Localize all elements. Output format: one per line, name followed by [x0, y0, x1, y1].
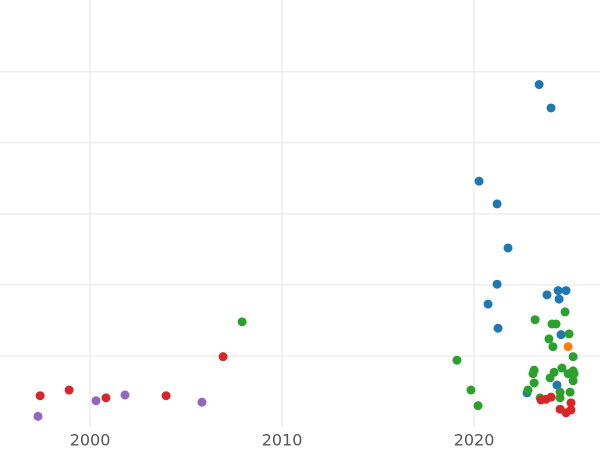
point: [530, 315, 540, 325]
point: [563, 369, 573, 379]
point: [568, 376, 578, 386]
point: [568, 352, 578, 362]
point: [552, 380, 562, 390]
point: [197, 397, 207, 407]
point: [33, 411, 43, 421]
point: [542, 290, 552, 300]
point: [545, 373, 555, 383]
point: [529, 365, 539, 375]
point: [91, 396, 101, 406]
point: [35, 391, 45, 401]
point: [548, 342, 558, 352]
point: [544, 334, 554, 344]
point: [560, 307, 570, 317]
point: [503, 243, 513, 253]
point: [566, 405, 576, 415]
point: [551, 319, 561, 329]
point: [237, 317, 247, 327]
point: [554, 294, 564, 304]
point: [120, 390, 130, 400]
point: [555, 393, 565, 403]
point: [473, 401, 483, 411]
point: [492, 279, 502, 289]
point: [523, 385, 533, 395]
point: [161, 391, 171, 401]
point: [557, 363, 567, 373]
point: [556, 330, 566, 340]
point: [566, 398, 576, 408]
point: [101, 393, 111, 403]
point: [534, 80, 544, 90]
point: [64, 385, 74, 395]
x-tick-label: 2020: [454, 431, 495, 450]
point: [466, 385, 476, 395]
point: [546, 103, 556, 113]
point: [529, 378, 539, 388]
point: [218, 352, 228, 362]
x-tick-label: 2010: [262, 431, 303, 450]
x-tick-label: 2000: [70, 431, 111, 450]
point: [564, 329, 574, 339]
point: [493, 323, 503, 333]
point: [474, 176, 484, 186]
point: [483, 299, 493, 309]
point: [565, 387, 575, 397]
point: [553, 286, 563, 296]
point: [546, 392, 556, 402]
point: [563, 342, 573, 352]
point: [561, 286, 571, 296]
point: [492, 199, 502, 209]
point: [452, 355, 462, 365]
